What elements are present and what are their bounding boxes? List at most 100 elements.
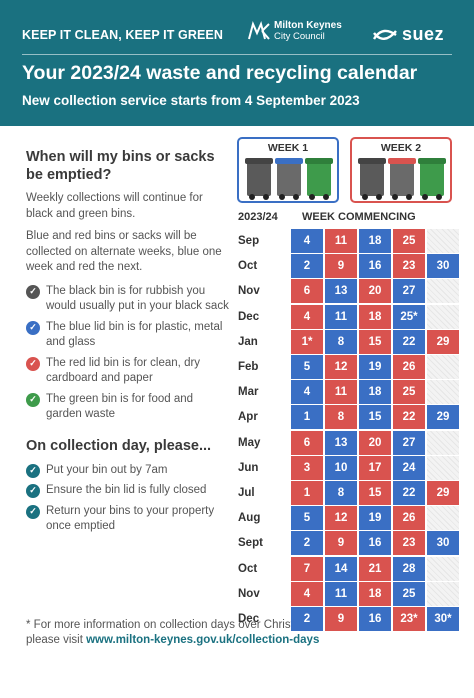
tip-text: Ensure the bin lid is fully closed	[46, 484, 207, 496]
council-sub: City Council	[274, 31, 325, 42]
week-2-label: WEEK 2	[380, 142, 422, 154]
calendar-cell-blue: 16	[359, 254, 391, 279]
calendar-month: Oct	[238, 562, 258, 575]
calendar-cell-blue: 22	[393, 329, 425, 354]
collection-tip: ✓ Ensure the bin lid is fully closed	[26, 483, 231, 499]
bin-text: The black bin is for rubbish you would u…	[46, 284, 229, 313]
bin-text: The blue lid bin is for plastic, metal a…	[46, 320, 223, 349]
calendar-cell-blue: 18	[359, 229, 391, 253]
calendar-cell-blue: 4	[291, 229, 323, 253]
calendar-month: Jan	[238, 335, 258, 348]
calendar-cell-red: 9	[325, 254, 357, 279]
calendar-month: Feb	[238, 361, 259, 373]
calendar-cell-red: 26	[393, 355, 425, 379]
calendar-cell-blue: 16	[359, 607, 391, 631]
calendar-month: Mar	[238, 386, 259, 399]
calendar-month: May	[238, 436, 261, 449]
calendar-cell-empty	[427, 556, 459, 581]
calendar-cell-blue: 29	[427, 405, 459, 430]
calendar-cell-red: 25	[393, 229, 425, 253]
calendar-month: Sept	[238, 537, 263, 550]
calendar-cell-red: 18	[359, 581, 391, 606]
calendar-cell-red: 20	[359, 279, 391, 304]
check-icon: ✓	[26, 463, 40, 478]
calendar-month: Jul	[238, 487, 255, 499]
collection-day-list: ✓ Put your bin out by 7am ✓ Ensure the b…	[26, 463, 231, 535]
calendar-cell-blue: 8	[325, 481, 357, 505]
check-icon: ✓	[26, 284, 40, 299]
intro-para-1: Weekly collections will continue for bla…	[26, 192, 203, 220]
calendar-cell-empty	[427, 430, 459, 455]
calendar-cell-blue: 16	[359, 531, 391, 556]
calendar-cell-red: 15	[359, 329, 391, 354]
calendar-month: Sep	[238, 235, 260, 247]
calendar-cell-empty	[427, 455, 459, 480]
calendar-cell-red: 11	[325, 380, 357, 405]
calendar-week-commencing-label: WEEK COMMENCING	[302, 211, 416, 223]
check-icon: ✓	[26, 484, 40, 498]
calendar-cell-blue: 30*	[427, 607, 459, 631]
collection-days-link[interactable]: www.milton-keynes.gov.uk/collection-days	[86, 634, 320, 646]
check-icon: ✓	[26, 356, 40, 371]
calendar-cell-blue: 5	[291, 506, 323, 531]
calendar-cell-empty	[427, 581, 459, 606]
collection-day-heading: On collection day, please...	[26, 437, 212, 454]
calendar-cell-red: 8	[325, 405, 357, 430]
calendar-cell-blue: 25*	[393, 304, 425, 329]
tip-text: Put your bin out by 7am	[46, 463, 168, 476]
calendar-cell-red: 11	[325, 229, 357, 253]
calendar-month: Dec	[238, 310, 260, 323]
bin-item-red: ✓ The red lid bin is for clean, dry card…	[26, 356, 231, 387]
calendar-cell-red: 17	[359, 455, 391, 480]
calendar-year-label: 2023/24	[238, 211, 278, 223]
week-1-bins-icon	[245, 158, 333, 200]
header-divider	[22, 54, 452, 55]
calendar-cell-empty	[427, 380, 459, 405]
calendar-cell-blue: 14	[325, 556, 357, 581]
calendar-cell-red: 23	[393, 531, 425, 556]
calendar-cell-blue: 2	[291, 531, 323, 556]
calendar-cell-blue: 25	[393, 581, 425, 606]
bin-text: The red lid bin is for clean, dry cardbo…	[46, 356, 201, 385]
calendar-cell-blue: 15	[359, 405, 391, 430]
intro-para-2: Blue and red bins or sacks will be colle…	[26, 230, 222, 273]
calendar-cell-blue: 1	[291, 405, 323, 430]
check-icon: ✓	[26, 320, 40, 335]
calendar-cell-red: 25	[393, 380, 425, 405]
calendar-cell-red: 4	[291, 581, 323, 606]
calendar-cell-red: 6	[291, 279, 323, 304]
check-icon: ✓	[26, 504, 40, 519]
calendar-cell-empty	[427, 229, 459, 253]
partner-name: suez	[402, 24, 445, 44]
calendar-cell-blue: 13	[325, 430, 357, 455]
calendar-cell-blue: 11	[325, 581, 357, 606]
suez-emblem-icon	[372, 29, 397, 40]
calendar-cell-red: 20	[359, 430, 391, 455]
calendar-cell-blue: 27	[393, 430, 425, 455]
calendar-cell-red: 23	[393, 254, 425, 279]
calendar-cell-red: 15	[359, 481, 391, 505]
calendar-cell-red: 18	[359, 304, 391, 329]
calendar-cell-blue: 19	[359, 506, 391, 531]
calendar-cell-red: 4	[291, 304, 323, 329]
week-2-box: WEEK 2	[350, 137, 452, 203]
council-logo: Milton Keynes City Council	[248, 20, 342, 42]
bin-item-green: ✓ The green bin is for food and garden w…	[26, 392, 231, 423]
tip-text: Return your bins to your property once e…	[46, 504, 215, 533]
calendar-cell-red: 26	[393, 506, 425, 531]
page-subtitle: New collection service starts from 4 Sep…	[22, 93, 360, 108]
page-title: Your 2023/24 waste and recycling calenda…	[22, 62, 418, 84]
collection-tip: ✓ Put your bin out by 7am	[26, 463, 231, 479]
calendar-cell-blue: 2	[291, 254, 323, 279]
calendar-cell-red: 23*	[393, 607, 425, 631]
calendar-month: Jun	[238, 461, 259, 474]
calendar-cell-red: 3	[291, 455, 323, 480]
calendar-cell-red: 29	[427, 329, 459, 354]
header-banner: KEEP IT CLEAN, KEEP IT GREEN Milton Keyn…	[0, 0, 474, 126]
calendar-month: Apr	[238, 411, 258, 424]
calendar-cell-blue: 11	[325, 304, 357, 329]
calendar-cell-blue: 22	[393, 481, 425, 505]
intro-heading: When will my bins or sacks be emptied?	[26, 149, 215, 183]
footnote-text: * For more information on collection day…	[26, 619, 319, 646]
calendar-cell-red: 29	[427, 481, 459, 505]
